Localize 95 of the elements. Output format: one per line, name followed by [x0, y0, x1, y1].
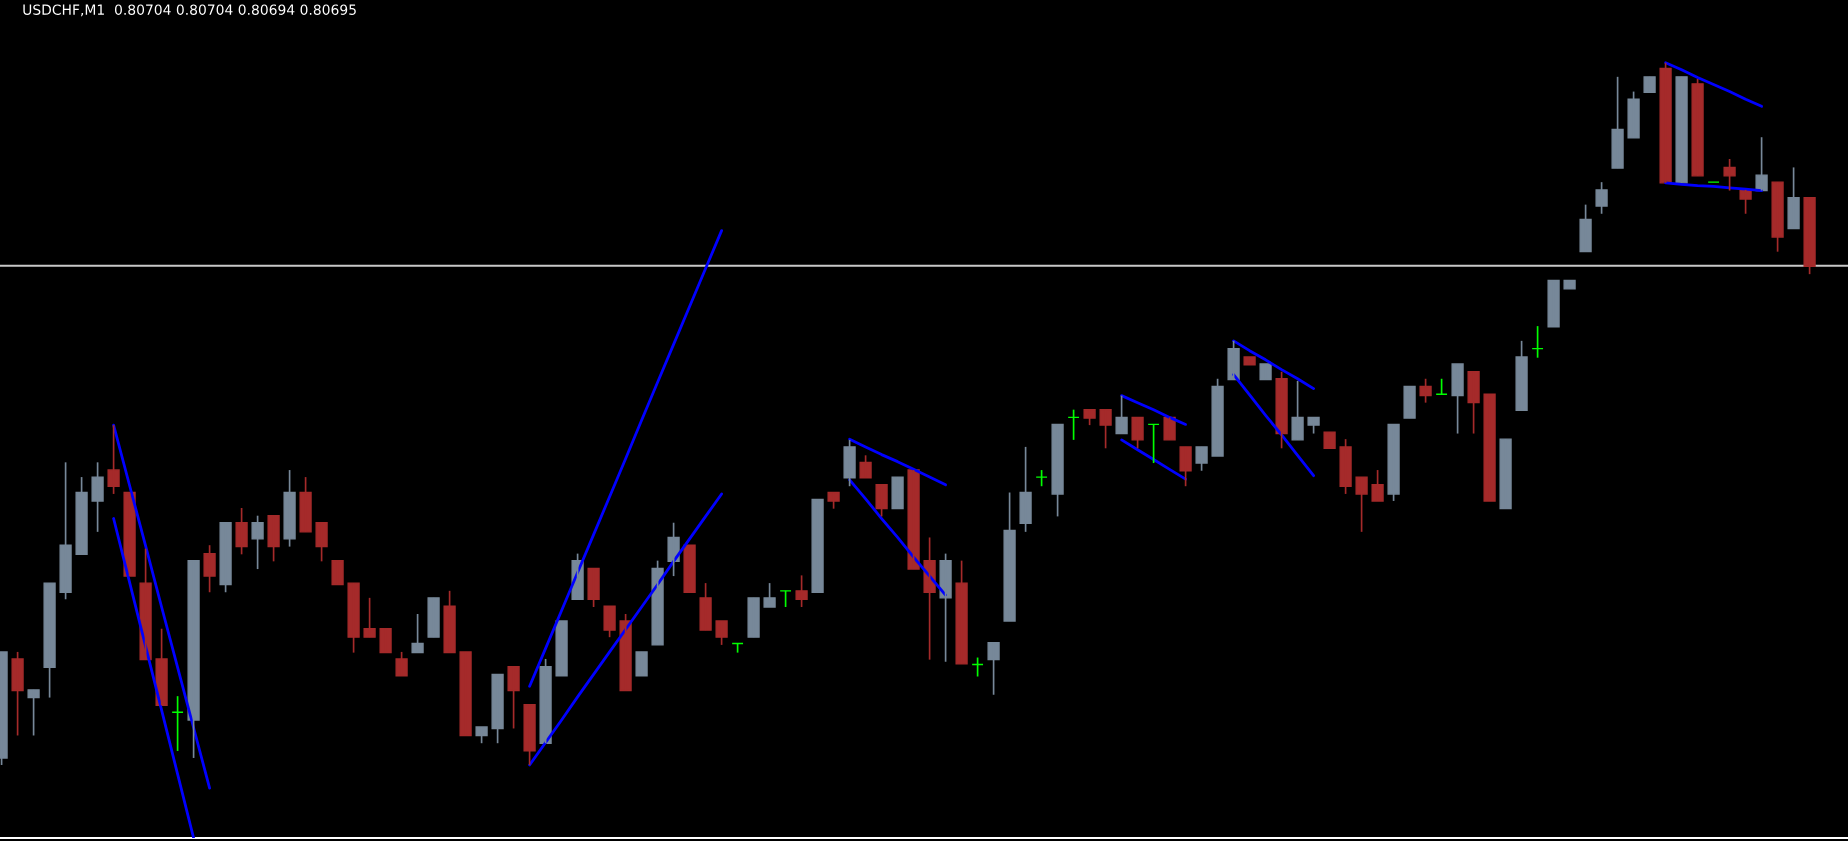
candlestick — [43, 582, 56, 699]
candlestick — [1051, 423, 1064, 518]
candlestick — [1755, 136, 1768, 192]
candlestick — [699, 582, 712, 631]
candlestick — [1803, 196, 1816, 275]
candlestick — [171, 695, 184, 752]
candlestick — [299, 476, 312, 533]
candlestick — [1163, 416, 1176, 441]
candlestick — [1739, 189, 1752, 215]
candlestick — [1067, 408, 1080, 441]
candlestick — [555, 620, 568, 677]
candlestick — [971, 656, 984, 678]
candlestick — [251, 514, 264, 570]
candlestick — [619, 613, 632, 692]
candlestick — [891, 476, 904, 510]
candlestick — [107, 424, 120, 495]
candlestick — [411, 613, 424, 654]
candlestick — [587, 567, 600, 608]
candlestick — [1179, 446, 1192, 488]
candlestick — [59, 461, 72, 601]
candlestick — [331, 559, 344, 586]
candlestick — [1099, 408, 1112, 450]
candlestick — [1611, 76, 1624, 169]
candlestick — [1115, 394, 1128, 435]
candlestick — [1771, 181, 1784, 253]
candlestick — [27, 689, 40, 737]
candlestick — [235, 507, 248, 556]
candlestick — [1419, 377, 1432, 404]
candlestick — [219, 521, 232, 594]
candlestick — [443, 589, 456, 654]
candlestick — [795, 574, 808, 608]
candlestick — [91, 461, 104, 533]
candlestick — [1691, 78, 1704, 177]
candlestick — [1275, 370, 1288, 450]
candlestick — [603, 605, 616, 639]
candlestick — [651, 559, 664, 646]
candlestick — [395, 651, 408, 677]
candlestick — [75, 476, 88, 556]
candlestick — [1595, 181, 1608, 215]
candlestick — [379, 628, 392, 654]
candlestick — [427, 597, 440, 638]
candlestick — [1659, 61, 1672, 184]
candlestick — [1787, 166, 1800, 230]
candlestick — [507, 665, 520, 730]
candlestick — [1195, 446, 1208, 472]
candlestick — [1019, 446, 1032, 533]
candlestick — [1483, 393, 1496, 502]
candlestick — [939, 552, 952, 663]
candlestick — [875, 483, 888, 518]
candlestick — [811, 498, 824, 593]
candlestick — [459, 651, 472, 737]
candlestick — [1003, 491, 1016, 622]
candlestick — [203, 544, 216, 594]
candlestick — [491, 673, 504, 745]
candlestick — [1627, 90, 1640, 139]
candlestick — [539, 658, 552, 745]
candlestick — [363, 597, 376, 639]
candlestick — [715, 620, 728, 646]
candlestick — [763, 582, 776, 608]
candlestick — [1339, 438, 1352, 495]
candlestick — [1467, 370, 1480, 435]
candlestick — [315, 521, 328, 563]
candlestick — [1387, 423, 1400, 502]
candlestick — [123, 491, 136, 577]
candlestick — [955, 559, 968, 665]
candlestick — [907, 469, 920, 570]
candlestick — [1211, 377, 1224, 457]
candlestick — [1227, 340, 1240, 381]
candlestick — [267, 514, 280, 563]
candlestick — [1355, 476, 1368, 533]
candlestick — [1531, 325, 1544, 359]
candlestick — [1131, 416, 1144, 450]
candlestick — [283, 469, 296, 548]
candlestick — [987, 641, 1000, 696]
candlestick — [747, 597, 760, 638]
candlestick — [1403, 385, 1416, 419]
candlestick — [11, 651, 24, 737]
candlestick — [1499, 438, 1512, 510]
candlestick — [1291, 380, 1304, 441]
candlestick — [635, 651, 648, 677]
candlestick — [347, 582, 360, 654]
candlestick — [843, 439, 856, 488]
candlestick — [683, 544, 696, 593]
candlestick — [1723, 158, 1736, 192]
candlestick — [1675, 76, 1688, 184]
candlestick — [1147, 423, 1160, 464]
candlestick — [1451, 363, 1464, 435]
candlestick — [1515, 340, 1528, 412]
candlestick — [187, 559, 200, 759]
chart-title: USDCHF,M1 0.80704 0.80704 0.80694 0.80695 — [23, 4, 356, 17]
candlestick — [1579, 203, 1592, 253]
candlestick — [859, 454, 872, 479]
candlestick — [1547, 279, 1560, 328]
candlestick — [523, 703, 536, 766]
candlestick — [1371, 469, 1384, 502]
